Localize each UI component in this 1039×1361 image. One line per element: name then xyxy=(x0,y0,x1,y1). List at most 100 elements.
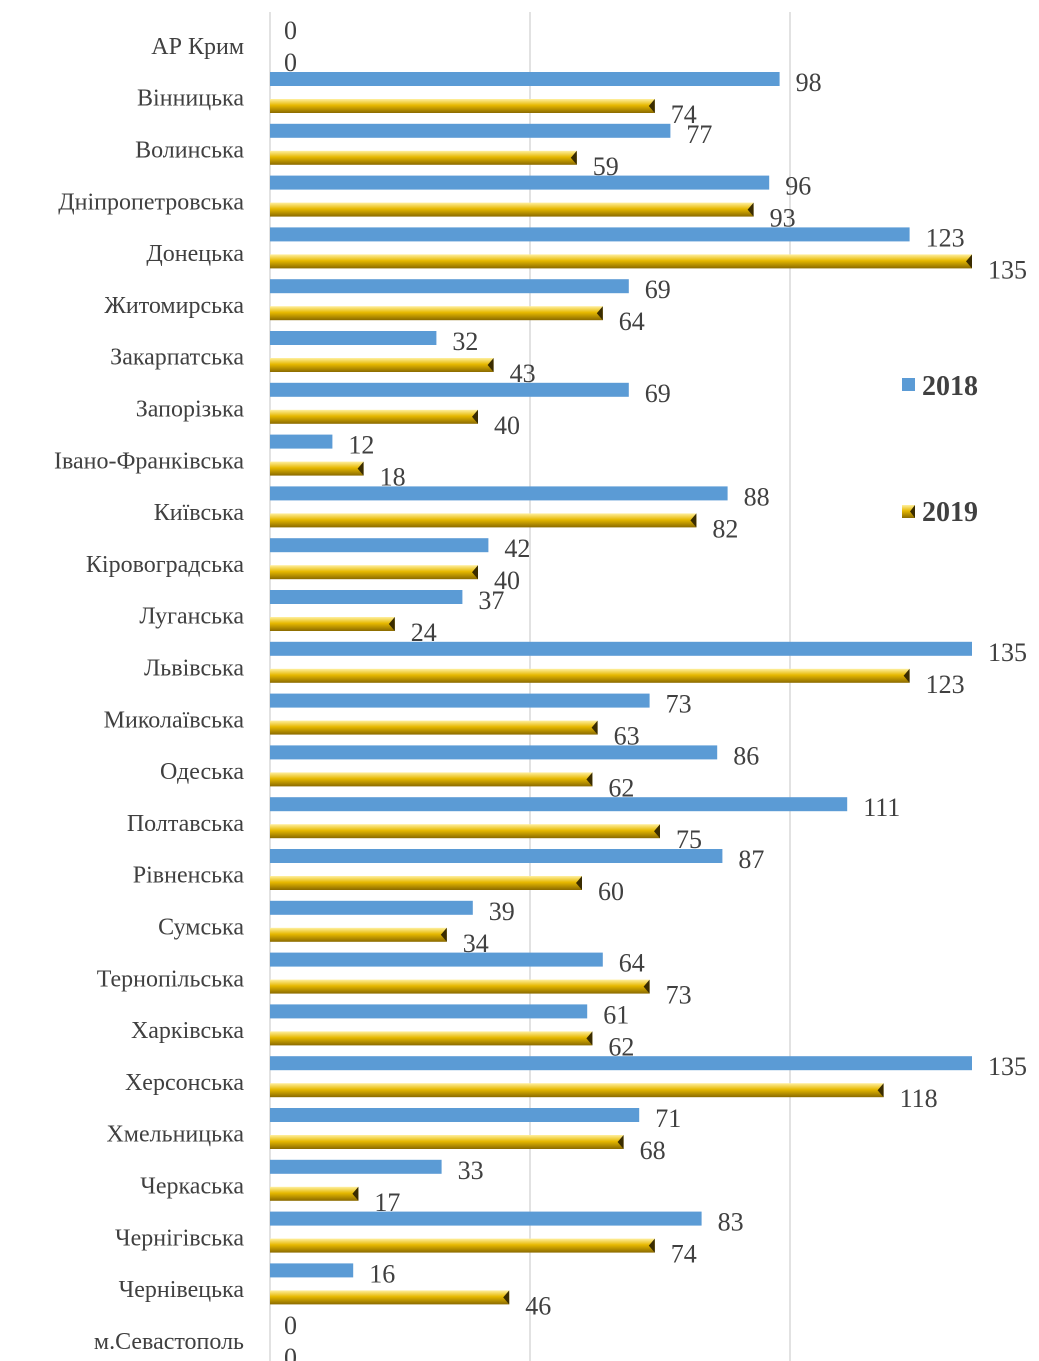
value-label-2018: 135 xyxy=(988,638,1027,667)
value-label-2018: 98 xyxy=(796,68,822,97)
category-label: Львівська xyxy=(144,656,244,682)
bar-2019 xyxy=(270,358,494,372)
bar-2019 xyxy=(270,617,395,631)
legend-swatch-2019 xyxy=(902,505,915,518)
value-label-2019: 0 xyxy=(284,48,297,77)
bar-2018 xyxy=(270,590,463,604)
bar-2019-end xyxy=(586,1031,593,1046)
legend: 2018 2019 xyxy=(902,371,978,528)
category-label: Івано-Франківська xyxy=(54,448,244,474)
legend-label-2018: 2018 xyxy=(922,371,978,402)
value-label-2019: 60 xyxy=(598,877,624,906)
bar-2018 xyxy=(270,434,333,449)
bars xyxy=(270,72,972,1305)
legend-swatch-2019-end xyxy=(910,505,915,518)
bar-2019 xyxy=(270,1031,593,1046)
value-labels: 0098747759969312313569643243694012188882… xyxy=(284,16,1027,1361)
bar-2018 xyxy=(270,1263,354,1278)
category-label: Дніпропетровська xyxy=(58,189,244,215)
bar-2018 xyxy=(270,279,629,294)
bar-2018 xyxy=(270,123,671,138)
category-label: Закарпатська xyxy=(110,345,244,371)
value-label-2019: 40 xyxy=(494,411,520,440)
bar-2019-end xyxy=(966,254,972,269)
value-label-2019: 62 xyxy=(608,773,634,802)
bar-2019-end xyxy=(747,202,754,217)
value-label-2018: 123 xyxy=(926,223,965,252)
bar-2019 xyxy=(270,668,910,683)
bar-2019-end xyxy=(690,513,697,528)
value-label-2018: 0 xyxy=(284,16,297,45)
bar-2019 xyxy=(270,927,447,942)
bar-2019-end xyxy=(472,565,478,580)
value-label-2019: 63 xyxy=(614,722,640,751)
legend-label-2019: 2019 xyxy=(922,497,978,528)
value-label-2019: 18 xyxy=(380,463,406,492)
bar-2018 xyxy=(270,745,718,760)
value-label-2018: 64 xyxy=(619,949,645,978)
category-label: Рівненська xyxy=(133,863,245,889)
value-label-2019: 64 xyxy=(619,307,645,336)
bar-2018 xyxy=(270,1211,702,1226)
value-label-2018: 69 xyxy=(645,379,671,408)
value-label-2019: 68 xyxy=(640,1136,666,1165)
bar-2019-end xyxy=(877,1083,884,1098)
bar-2019 xyxy=(270,1083,884,1098)
bar-2019 xyxy=(270,513,697,528)
value-label-2018: 61 xyxy=(603,1000,629,1029)
value-label-2019: 74 xyxy=(671,1240,697,1269)
bar-2019 xyxy=(270,1186,359,1201)
bar-2019 xyxy=(270,306,603,321)
bar-2019-end xyxy=(352,1186,359,1201)
value-label-2018: 32 xyxy=(452,327,478,356)
value-label-2019: 75 xyxy=(676,825,702,854)
bar-2018 xyxy=(270,175,770,190)
bar-2019-end xyxy=(648,1238,655,1253)
category-label: Миколаївська xyxy=(104,707,245,733)
bar-2019 xyxy=(270,1238,655,1253)
value-label-2018: 0 xyxy=(284,1311,297,1340)
value-label-2018: 39 xyxy=(489,897,515,926)
bar-2018 xyxy=(270,486,728,501)
value-label-2019: 123 xyxy=(926,670,965,699)
value-label-2018: 77 xyxy=(686,120,712,149)
bar-2018 xyxy=(270,1108,640,1122)
value-label-2019: 82 xyxy=(712,514,738,543)
bar-2019 xyxy=(270,772,593,787)
category-label: Одеська xyxy=(160,759,244,785)
value-label-2018: 86 xyxy=(733,741,759,770)
value-label-2018: 135 xyxy=(988,1052,1027,1081)
category-label: Київська xyxy=(154,500,245,526)
value-label-2018: 69 xyxy=(645,275,671,304)
bar-2019 xyxy=(270,99,655,113)
value-label-2018: 87 xyxy=(738,845,764,874)
category-labels: АР Крим Вінницька Волинська Дніпропетровськ… xyxy=(54,34,244,1355)
bar-2019 xyxy=(270,202,754,217)
bar-2018 xyxy=(270,693,650,708)
bar-2018 xyxy=(270,1159,442,1174)
bar-2018 xyxy=(270,797,848,812)
category-label: Волинська xyxy=(135,138,244,164)
category-label: Херсонська xyxy=(125,1070,244,1096)
category-label: Вінницька xyxy=(137,86,244,112)
category-label: Полтавська xyxy=(127,811,245,837)
value-label-2019: 73 xyxy=(666,981,692,1010)
value-label-2019: 43 xyxy=(510,359,536,388)
bar-2018 xyxy=(270,1004,588,1019)
value-label-2019: 93 xyxy=(770,204,796,233)
category-label: Кіровоградська xyxy=(86,552,244,578)
value-label-2019: 24 xyxy=(411,618,437,647)
bar-2018 xyxy=(270,227,910,242)
bar-2019 xyxy=(270,824,660,839)
bar-2019 xyxy=(270,150,577,165)
value-label-2018: 42 xyxy=(504,534,530,563)
value-label-2018: 88 xyxy=(744,482,770,511)
bar-2019-end xyxy=(643,979,650,994)
bar-2018 xyxy=(270,1056,972,1071)
value-label-2019: 34 xyxy=(463,929,489,958)
value-label-2018: 33 xyxy=(458,1156,484,1185)
value-label-2018: 83 xyxy=(718,1208,744,1237)
bar-2019-end xyxy=(357,461,364,476)
